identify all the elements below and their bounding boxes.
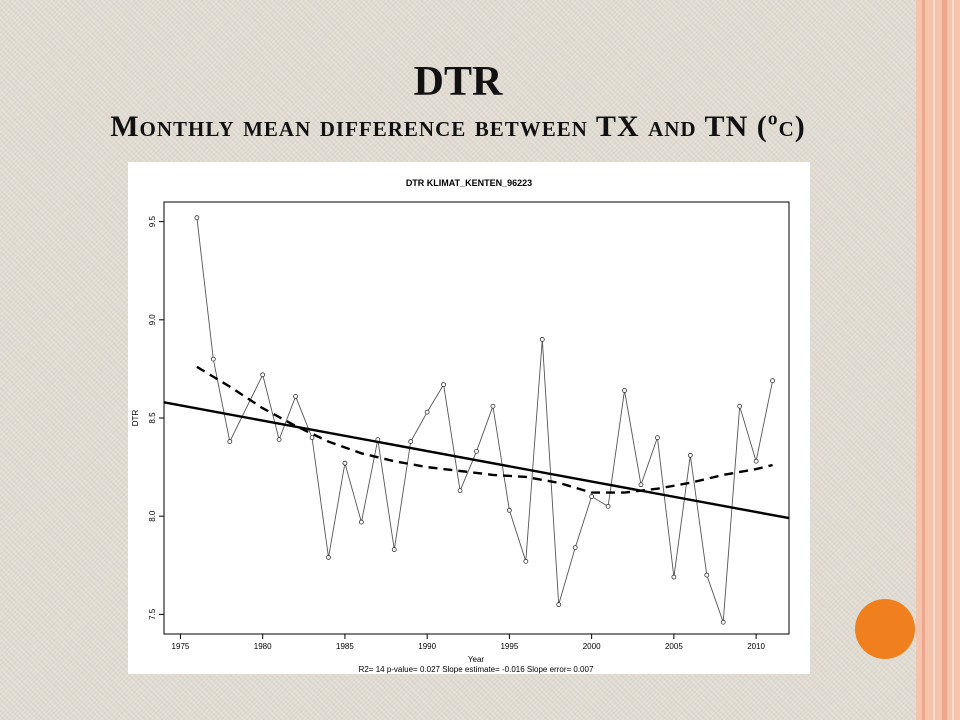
dtr-data-point (556, 602, 562, 607)
dtr-data-point (358, 519, 364, 525)
dtr-data-point (622, 388, 627, 393)
x-tick-label: 2010 (747, 642, 765, 651)
dtr-data-point (227, 439, 233, 444)
dtr-data-point (605, 503, 611, 509)
dtr-data-point (753, 458, 759, 464)
y-tick-label: 8.0 (148, 510, 157, 522)
y-axis-label: DTR (131, 410, 140, 427)
linear-trend-line (163, 401, 790, 520)
dtr-data-point (655, 435, 660, 441)
chart-panel: DTR KLIMAT_KENTEN_96223 1975 1980 1985 1990… (128, 162, 810, 674)
dtr-series-line (196, 217, 774, 623)
dtr-data-point (638, 482, 644, 488)
dtr-data-point (687, 452, 693, 458)
smoothed-trend-line (196, 365, 773, 494)
chart-footer: R2= 14 p-value= 0.027 Slope estimate= -0… (359, 665, 594, 674)
dtr-data-point (408, 439, 414, 444)
dtr-data-point (293, 393, 298, 399)
dtr-data-point (539, 337, 545, 342)
x-tick-label: 2005 (665, 642, 683, 651)
dtr-data-point (572, 545, 578, 551)
dtr-data-point (391, 547, 397, 552)
dtr-data-point (704, 572, 710, 578)
dtr-data-point (276, 437, 282, 443)
slide-title: DTR (413, 59, 503, 105)
y-tick-label: 9.5 (148, 216, 157, 228)
dtr-data-point (770, 378, 775, 384)
decorative-stripe (942, 0, 947, 720)
decorative-stripe (922, 0, 925, 720)
chart-title: DTR KLIMAT_KENTEN_96223 (406, 178, 532, 188)
dtr-data-point (671, 574, 677, 580)
dtr-data-point (474, 448, 479, 454)
decorative-stripe (933, 0, 935, 720)
dtr-data-point (737, 403, 743, 409)
dtr-data-point (210, 356, 216, 362)
dtr-data-point (589, 494, 595, 499)
x-tick-label: 1995 (500, 642, 518, 651)
x-tick-label: 1980 (254, 642, 272, 651)
dtr-data-point (490, 403, 496, 409)
x-tick-label: 1975 (172, 642, 190, 651)
x-axis-label: Year (468, 655, 485, 664)
dtr-data-point (457, 488, 463, 494)
dtr-data-point (720, 619, 726, 625)
decorative-stripe (952, 0, 954, 720)
dtr-data-point (260, 372, 266, 378)
y-tick-label: 9.0 (148, 314, 157, 326)
dtr-data-point (342, 460, 348, 466)
dtr-data-point (506, 507, 512, 513)
dtr-data-point (309, 435, 315, 441)
decorative-circle (855, 599, 915, 659)
plot-frame (163, 201, 790, 635)
y-tick-label: 7.5 (148, 608, 157, 620)
dtr-data-point (326, 555, 331, 560)
x-tick-label: 2000 (583, 642, 601, 651)
y-tick-label: 8.5 (148, 412, 157, 424)
dtr-data-point (441, 382, 447, 388)
dtr-data-point (424, 409, 430, 415)
slide-subtitle: Monthly mean difference between TX and T… (110, 110, 806, 143)
dtr-chart: DTR KLIMAT_KENTEN_96223 1975 1980 1985 1990… (131, 178, 790, 674)
dtr-data-point (523, 558, 529, 564)
dtr-data-point (194, 215, 200, 221)
x-tick-label: 1990 (418, 642, 436, 651)
x-tick-label: 1985 (336, 642, 354, 651)
